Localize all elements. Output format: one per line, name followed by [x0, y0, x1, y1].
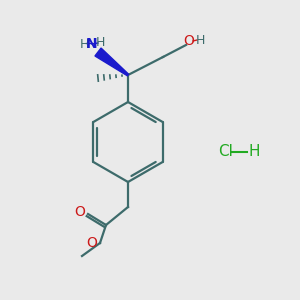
Polygon shape: [95, 48, 129, 76]
Text: O: O: [184, 34, 194, 48]
Text: H: H: [249, 145, 260, 160]
Text: O: O: [75, 205, 86, 219]
Text: N: N: [86, 37, 98, 51]
Text: Cl: Cl: [218, 145, 233, 160]
Text: H: H: [79, 38, 89, 50]
Text: H: H: [95, 37, 105, 50]
Text: O: O: [87, 236, 98, 250]
Text: H: H: [195, 34, 205, 46]
